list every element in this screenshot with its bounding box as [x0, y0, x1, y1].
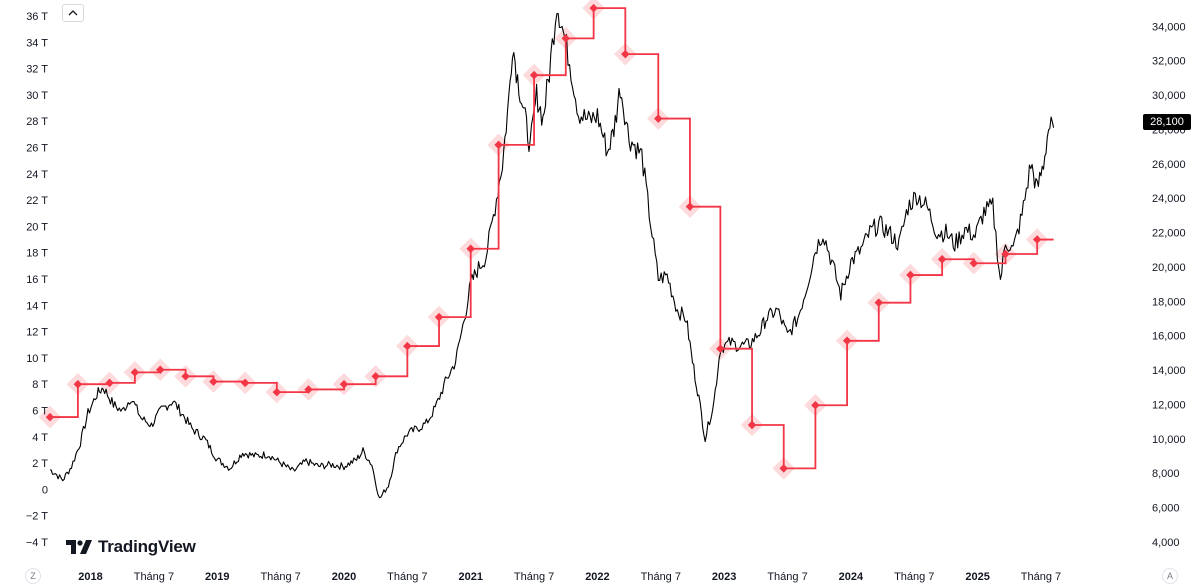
- right-tick-label: 6,000: [1152, 503, 1180, 515]
- right-tick-label: 4,000: [1152, 537, 1180, 549]
- step-marker: [105, 378, 114, 388]
- auto-scale-left-button[interactable]: Z: [25, 568, 41, 584]
- left-tick-label: −2 T: [26, 511, 48, 523]
- x-tick-label: 2021: [458, 571, 482, 583]
- right-tick-label: 24,000: [1152, 193, 1186, 205]
- price-series-line: [49, 12, 1055, 499]
- x-tick-label: Tháng 7: [260, 571, 300, 583]
- chevron-up-icon: [68, 10, 78, 16]
- step-marker: [209, 377, 218, 386]
- right-tick-label: 34,000: [1152, 21, 1186, 33]
- step-marker: [45, 412, 55, 422]
- step-marker: [130, 368, 140, 377]
- step-marker: [403, 341, 412, 351]
- x-tick-label: 2024: [839, 571, 864, 583]
- step-marker: [73, 379, 83, 389]
- x-tick-label: Tháng 7: [894, 571, 934, 583]
- left-tick-label: 14 T: [26, 300, 48, 312]
- left-tick-label: 6 T: [32, 406, 48, 418]
- left-tick-label: 28 T: [26, 116, 48, 128]
- left-tick-label: 12 T: [26, 327, 48, 339]
- step-marker: [272, 387, 282, 397]
- x-tick-label: Tháng 7: [387, 571, 427, 583]
- x-tick-label: Tháng 7: [1021, 571, 1061, 583]
- step-marker: [304, 385, 313, 394]
- left-tick-label: 24 T: [26, 169, 48, 181]
- right-tick-label: 14,000: [1152, 365, 1186, 377]
- right-tick-label: 12,000: [1152, 399, 1186, 411]
- left-axis: 36 T 34 T 32 T 30 T 28 T 26 T 24 T 22 T 20 T 18 T…: [26, 11, 48, 549]
- step-marker: [339, 379, 349, 389]
- left-tick-label: 32 T: [26, 64, 48, 76]
- left-tick-label: 20 T: [26, 221, 48, 233]
- tradingview-logo-icon: [66, 540, 92, 554]
- x-tick-label: 2018: [78, 571, 102, 583]
- x-tick-label: 2023: [712, 571, 736, 583]
- step-marker: [371, 372, 380, 381]
- step-marker: [969, 258, 979, 268]
- left-tick-label: 22 T: [26, 195, 48, 207]
- step-series-line: [50, 7, 1054, 470]
- logo-text: TradingView: [98, 537, 196, 556]
- left-tick-label: 10 T: [26, 353, 48, 365]
- step-marker: [494, 140, 503, 150]
- step-marker: [747, 420, 757, 430]
- tradingview-logo[interactable]: TradingView: [66, 537, 196, 557]
- last-price-label: 28,100: [1143, 114, 1191, 130]
- right-tick-label: 22,000: [1152, 228, 1186, 240]
- x-tick-label: 2025: [965, 571, 989, 583]
- left-tick-label: 30 T: [26, 90, 48, 102]
- left-tick-label: 16 T: [26, 274, 48, 286]
- left-tick-label: 4 T: [32, 432, 48, 444]
- left-tick-label: 2 T: [32, 458, 48, 470]
- collapse-button[interactable]: [62, 4, 84, 22]
- x-tick-label: 2020: [332, 571, 356, 583]
- left-tick-label: −4 T: [26, 537, 48, 549]
- step-marker: [240, 378, 250, 388]
- right-axis: 34,00032,00030,00028,00026,00024,00022,0…: [1152, 21, 1186, 549]
- step-marker: [842, 336, 852, 346]
- right-tick-label: 32,000: [1152, 56, 1186, 68]
- right-tick-label: 30,000: [1152, 90, 1186, 102]
- x-tick-label: Tháng 7: [767, 571, 807, 583]
- x-tick-label: 2022: [585, 571, 609, 583]
- right-tick-label: 10,000: [1152, 434, 1186, 446]
- series-layer: [49, 7, 1055, 499]
- left-tick-label: 26 T: [26, 143, 48, 155]
- step-marker: [874, 298, 884, 307]
- time-axis: 2018 Tháng 7 2019 Tháng 7 2020 Tháng 7 2021 Thá…: [78, 571, 1061, 583]
- step-marker: [811, 400, 820, 410]
- left-tick-label: 36 T: [26, 11, 48, 23]
- step-marker: [181, 372, 190, 381]
- right-tick-label: 20,000: [1152, 262, 1186, 274]
- right-tick-label: 16,000: [1152, 331, 1186, 343]
- step-marker: [906, 270, 915, 280]
- x-tick-label: Tháng 7: [134, 571, 174, 583]
- right-tick-label: 18,000: [1152, 296, 1186, 308]
- left-tick-label: 34 T: [26, 37, 48, 49]
- right-tick-label: 8,000: [1152, 468, 1180, 480]
- step-marker: [779, 464, 788, 473]
- right-tick-label: 26,000: [1152, 159, 1186, 171]
- auto-scale-right-button[interactable]: A: [1162, 568, 1178, 584]
- step-marker: [937, 255, 947, 264]
- left-tick-label: 0: [42, 484, 48, 496]
- left-tick-label: 8 T: [32, 379, 48, 391]
- x-tick-label: Tháng 7: [514, 571, 554, 583]
- step-marker: [434, 312, 444, 322]
- step-line-halos: [38, 0, 1049, 480]
- x-tick-label: Tháng 7: [641, 571, 681, 583]
- left-tick-label: 18 T: [26, 248, 48, 260]
- step-marker: [156, 365, 165, 374]
- x-tick-label: 2019: [205, 571, 229, 583]
- step-marker: [716, 344, 725, 353]
- step-marker: [466, 244, 475, 253]
